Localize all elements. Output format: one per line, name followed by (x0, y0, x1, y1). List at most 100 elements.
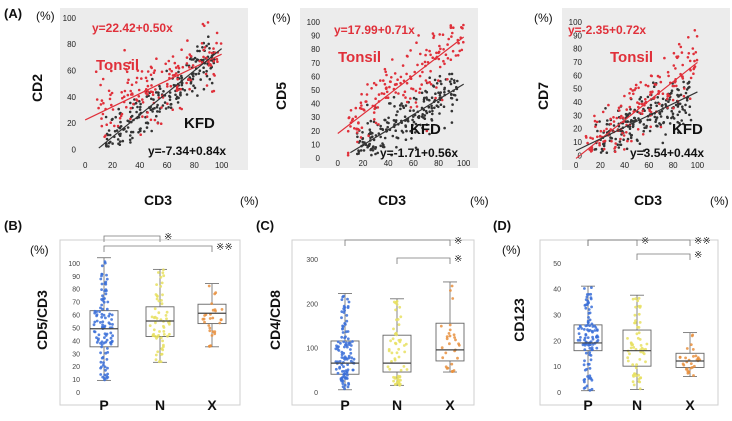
tonsil-point (171, 108, 174, 111)
tonsil-point (349, 125, 352, 128)
tonsil-point (354, 106, 358, 110)
tonsil-point (393, 72, 397, 75)
significance-mark: ※ (454, 236, 462, 247)
group-point (99, 366, 102, 370)
tonsil-point (185, 81, 188, 85)
tonsil-point (166, 102, 169, 105)
kfd-point (438, 94, 442, 97)
group-point (219, 318, 223, 322)
tonsil-point (402, 93, 405, 97)
tonsil-point (146, 111, 149, 114)
group-point (449, 289, 452, 292)
group-point (166, 334, 169, 338)
kfd-point (382, 145, 386, 149)
tonsil-point (614, 145, 617, 149)
group-point (440, 346, 444, 350)
tonsil-point (146, 70, 150, 73)
kfd-point (616, 143, 619, 146)
tonsil-point (198, 59, 201, 63)
tonsil-point (111, 108, 115, 111)
kfd-point (405, 129, 408, 133)
tonsil-point (415, 41, 418, 44)
box-plot-frame (291, 239, 475, 406)
tonsil-point (145, 79, 149, 83)
scatter-points (94, 21, 223, 148)
group-point (340, 298, 344, 301)
kfd-point (414, 122, 418, 126)
kfd-point (660, 104, 664, 108)
group-point (587, 316, 590, 319)
kfd-point (118, 140, 122, 143)
tonsil-point (373, 107, 377, 111)
kfd-point (125, 130, 128, 133)
tonsil-point (596, 135, 599, 139)
group-point (104, 316, 107, 320)
group-point (396, 378, 400, 381)
tonsil-point (388, 80, 392, 83)
kfd-point (395, 145, 398, 149)
tonsil-point (403, 90, 407, 93)
kfd-point (150, 97, 153, 101)
tonsil-point (123, 89, 127, 93)
tonsil-point (360, 107, 363, 110)
kfd-point (107, 129, 111, 132)
tonsil-point (360, 92, 363, 96)
group-point (153, 315, 157, 319)
tonsil-point (100, 99, 104, 102)
kfd-point (437, 105, 440, 109)
group-point (397, 347, 401, 351)
tonsil-point (391, 58, 394, 61)
group-point (101, 323, 104, 327)
kfd-point (655, 124, 658, 128)
tonsil-point (127, 78, 130, 82)
kfd-point (683, 109, 686, 112)
tonsil-point (205, 84, 209, 87)
group-point (214, 291, 218, 295)
group-point (590, 329, 594, 333)
tonsil-regression-line (84, 53, 222, 121)
kfd-point (356, 135, 359, 139)
kfd-point (369, 130, 372, 134)
kfd-point (180, 81, 184, 85)
group-point (692, 374, 695, 377)
tonsil-point (615, 116, 619, 120)
tonsil-point (648, 109, 652, 113)
kfd-point (393, 105, 396, 108)
group-point (405, 368, 409, 371)
group-point (394, 341, 397, 345)
kfd-point (136, 105, 139, 109)
tonsil-point (131, 93, 134, 96)
category-label: P (99, 397, 108, 413)
kfd-point (671, 115, 675, 118)
kfd-point (642, 149, 646, 152)
group-point (590, 305, 593, 309)
kfd-point (428, 132, 431, 136)
group-point (154, 293, 158, 296)
group-point (97, 333, 101, 337)
kfd-equation: y=-1.71+0.56x (380, 146, 458, 160)
kfd-point (631, 125, 635, 129)
group-point (634, 319, 637, 323)
group-point (342, 356, 346, 360)
tonsil-point (591, 137, 594, 140)
group-point (576, 338, 580, 342)
kfd-point (107, 145, 110, 148)
tonsil-point (179, 87, 182, 91)
kfd-point (415, 97, 418, 101)
x-tick-label: 20 (596, 161, 605, 170)
tonsil-point (413, 70, 417, 74)
tonsil-point (144, 76, 148, 80)
group-point (345, 319, 349, 323)
kfd-point (689, 118, 693, 122)
tonsil-point (145, 115, 149, 118)
group-point (106, 366, 109, 370)
group-point (104, 340, 108, 344)
y-axis-label: CD5/CD3 (34, 290, 50, 350)
tonsil-point (97, 106, 100, 110)
kfd-point (390, 153, 393, 157)
y-tick-label: 70 (72, 300, 80, 307)
kfd-point (411, 118, 414, 122)
group-point (342, 365, 345, 368)
group-point (351, 368, 355, 372)
group-point (99, 360, 103, 364)
